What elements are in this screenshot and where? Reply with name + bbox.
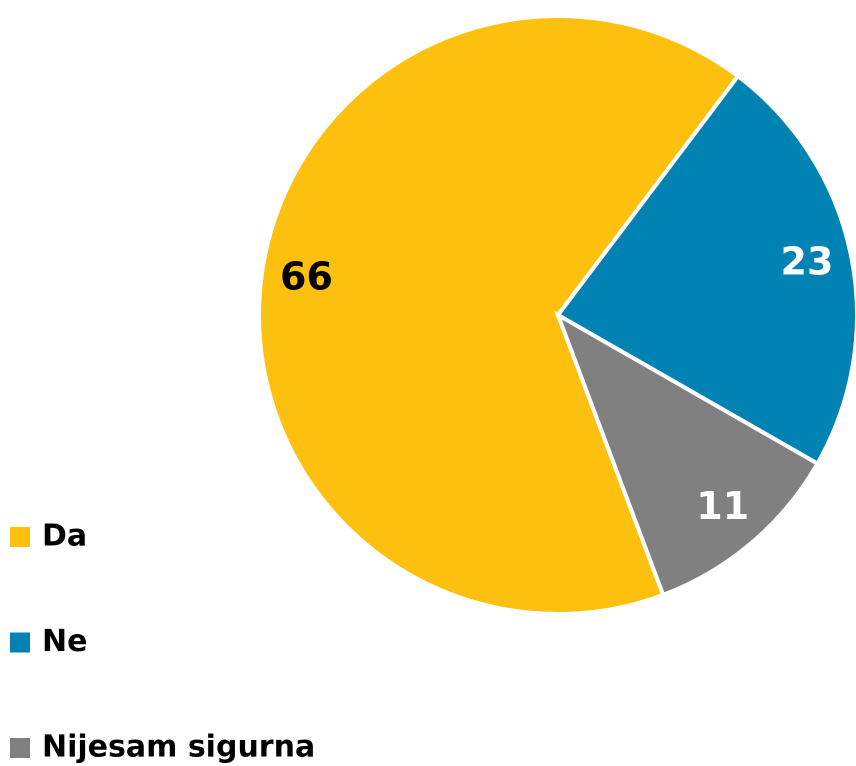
pie-slice bbox=[554, 310, 821, 598]
legend-label: Nijesam sigurna bbox=[42, 730, 315, 765]
data-label: 11 bbox=[696, 484, 749, 528]
data-label: 23 bbox=[781, 239, 834, 283]
legend-swatch bbox=[10, 632, 30, 653]
legend-swatch bbox=[10, 738, 30, 758]
legend-label: Ne bbox=[42, 624, 87, 659]
legend-label: Da bbox=[42, 519, 87, 554]
legend-swatch bbox=[10, 527, 30, 547]
pie-slice bbox=[257, 14, 741, 616]
data-label: 66 bbox=[280, 254, 333, 298]
pie-slice bbox=[555, 73, 856, 467]
